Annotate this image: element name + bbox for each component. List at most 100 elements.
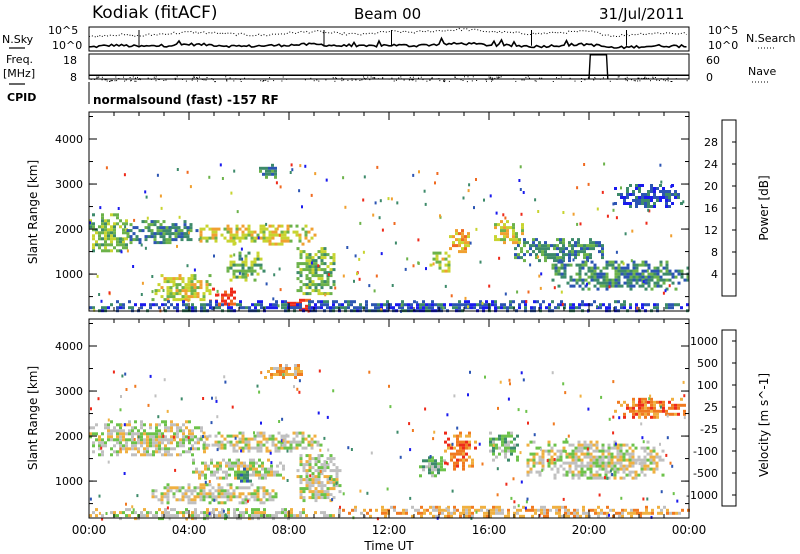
nave-dot bbox=[212, 79, 214, 81]
power-cell bbox=[256, 257, 260, 261]
power-cell bbox=[174, 235, 178, 239]
velocity-cell bbox=[447, 505, 450, 509]
power-cell bbox=[447, 266, 451, 270]
nave-dot bbox=[581, 78, 583, 79]
velocity-cell bbox=[618, 514, 621, 518]
power-cell bbox=[686, 275, 690, 279]
power-cell bbox=[647, 196, 650, 199]
power-cell bbox=[662, 272, 666, 276]
velocity-cell bbox=[632, 397, 635, 401]
velocity-cell bbox=[214, 489, 218, 493]
velocity-cell bbox=[220, 443, 224, 447]
power-speckle bbox=[418, 170, 420, 174]
power-cell bbox=[159, 241, 163, 245]
power-cell bbox=[605, 278, 609, 282]
velocity-cell bbox=[219, 467, 222, 471]
power-cell bbox=[413, 300, 416, 304]
nave-dot bbox=[539, 77, 541, 79]
power-cell bbox=[92, 222, 95, 226]
power-cell bbox=[464, 238, 467, 242]
velocity-cell bbox=[543, 505, 546, 509]
velocity-cell bbox=[213, 470, 216, 474]
velocity-speckle bbox=[612, 380, 615, 384]
power-cell bbox=[569, 278, 573, 282]
power-cell bbox=[206, 303, 209, 307]
velocity-cell bbox=[384, 514, 387, 518]
power-speckle bbox=[96, 274, 99, 278]
velocity-cell bbox=[595, 446, 599, 450]
velocity-cell bbox=[332, 487, 336, 491]
velocity-cell bbox=[248, 517, 251, 521]
velocity-cell bbox=[619, 452, 623, 456]
power-speckle bbox=[228, 303, 230, 306]
power-cell bbox=[461, 235, 464, 239]
power-cell bbox=[296, 277, 300, 281]
power-cell bbox=[254, 306, 257, 310]
velocity-speckle bbox=[327, 448, 330, 452]
power-cell bbox=[283, 233, 287, 237]
velocity-cell bbox=[274, 492, 278, 496]
velocity-cell bbox=[651, 508, 654, 512]
power-cell bbox=[626, 281, 630, 285]
velocity-cell bbox=[629, 406, 632, 410]
velocity-cell bbox=[173, 432, 176, 436]
power-cell bbox=[271, 169, 274, 173]
power-speckle bbox=[603, 162, 606, 166]
velocity-cell bbox=[649, 458, 653, 462]
power-cell bbox=[589, 241, 592, 245]
velocity-cell bbox=[202, 489, 206, 493]
velocity-cell bbox=[595, 443, 599, 447]
velocity-speckle bbox=[339, 505, 341, 509]
velocity-speckle bbox=[614, 442, 617, 446]
power-speckle bbox=[124, 225, 127, 229]
velocity-cell bbox=[277, 431, 281, 435]
power-speckle bbox=[117, 207, 120, 210]
velocity-cell bbox=[307, 440, 311, 444]
velocity-cell bbox=[317, 484, 321, 488]
velocity-cell bbox=[329, 454, 333, 458]
nave-dot bbox=[318, 80, 320, 82]
velocity-cell bbox=[453, 511, 456, 515]
velocity-cell bbox=[161, 432, 164, 436]
velocity-speckle bbox=[669, 461, 672, 465]
velocity-cell bbox=[626, 403, 629, 407]
velocity-cell bbox=[332, 496, 336, 500]
velocity-cell bbox=[329, 469, 333, 473]
power-cell bbox=[329, 274, 333, 278]
velocity-speckle bbox=[298, 390, 301, 394]
velocity-cell bbox=[116, 435, 119, 439]
power-speckle bbox=[520, 212, 523, 216]
velocity-cell bbox=[176, 441, 179, 445]
power-cell bbox=[160, 274, 164, 278]
nave-dot bbox=[101, 76, 103, 78]
velocity-cell bbox=[140, 441, 143, 445]
velocity-speckle bbox=[509, 382, 511, 386]
power-cell bbox=[656, 303, 659, 307]
power-cell bbox=[614, 272, 618, 276]
power-cell bbox=[596, 272, 600, 276]
velocity-cell bbox=[185, 435, 188, 439]
velocity-cell bbox=[302, 508, 305, 512]
power-cell bbox=[166, 298, 170, 302]
velocity-cell bbox=[163, 486, 167, 490]
power-cell bbox=[626, 196, 629, 199]
power-cell bbox=[553, 247, 556, 251]
power-cell bbox=[253, 269, 257, 273]
velocity-cell bbox=[137, 447, 140, 451]
velocity-cell bbox=[202, 495, 206, 499]
velocity-cell bbox=[199, 489, 203, 493]
power-cell bbox=[595, 241, 598, 245]
power-cell bbox=[550, 253, 553, 257]
power-cell bbox=[485, 303, 488, 307]
power-cell bbox=[144, 235, 148, 239]
power-cell bbox=[320, 259, 324, 263]
power-cell bbox=[641, 284, 645, 288]
power-cell bbox=[587, 281, 591, 285]
velocity-cell bbox=[262, 492, 266, 496]
velocity-cell bbox=[450, 458, 453, 462]
power-cell bbox=[332, 280, 336, 284]
power-speckle bbox=[612, 208, 615, 212]
nave-dot bbox=[667, 77, 669, 79]
power-cell bbox=[458, 303, 461, 307]
velocity-cell bbox=[580, 461, 584, 465]
